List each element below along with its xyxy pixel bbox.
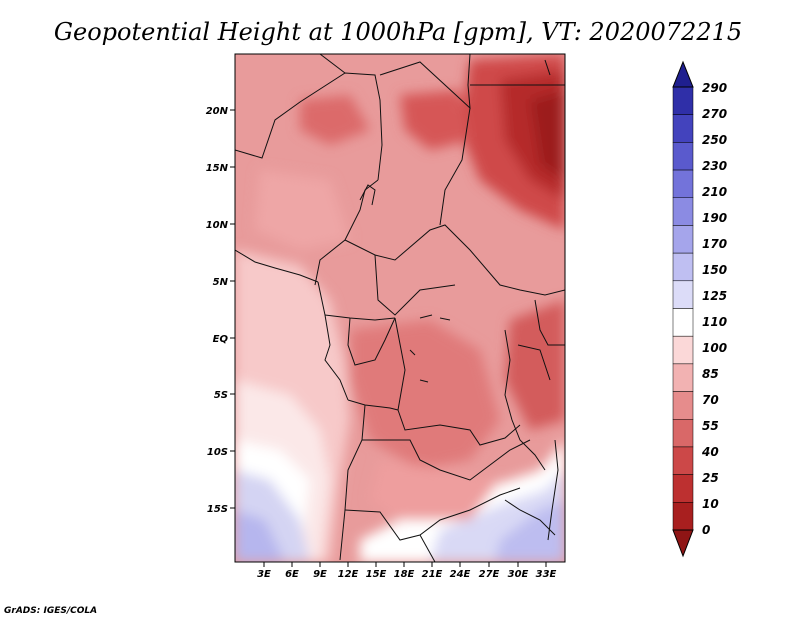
lon-label: 21E (422, 569, 443, 580)
colorbar-label: 190 (702, 211, 727, 225)
colorbar-segments (672, 86, 694, 531)
colorbar-swatch (672, 169, 694, 198)
lat-label: 10N (206, 220, 229, 231)
colorbar-label: 70 (702, 393, 719, 407)
colorbar-swatch (672, 280, 694, 309)
lat-label: 15S (207, 504, 228, 515)
colorbar: 290 270 250 230 210 190 170 150 125 110 … (672, 60, 727, 558)
colorbar-label: 0 (702, 523, 710, 537)
colorbar-label: 100 (702, 341, 727, 355)
colorbar-label: 125 (702, 289, 727, 303)
credit-text: GrADS: IGES/COLA (4, 606, 97, 616)
colorbar-swatch (672, 114, 694, 143)
lon-label: 15E (366, 569, 387, 580)
colorbar-labels: 290 270 250 230 210 190 170 150 125 110 … (701, 81, 727, 537)
lon-label: 27E (479, 569, 500, 580)
colorbar-label: 170 (702, 237, 727, 251)
lon-label: 33E (536, 569, 557, 580)
colorbar-label: 290 (702, 81, 727, 95)
colorbar-bottom-arrow (672, 529, 694, 558)
lon-label: 3E (257, 569, 271, 580)
longitude-labels: 3E 6E 9E 12E 15E 18E 21E 24E 27E 30E 33E (257, 569, 556, 580)
lon-label: 9E (313, 569, 327, 580)
lat-label: 5N (213, 277, 229, 288)
lon-label: 12E (338, 569, 359, 580)
colorbar-label: 55 (702, 419, 719, 433)
colorbar-swatch (672, 446, 694, 475)
figure-title: Geopotential Height at 1000hPa [gpm], VT… (54, 18, 742, 46)
colorbar-swatch (672, 391, 694, 420)
country-borders (235, 54, 565, 562)
colorbar-label: 250 (702, 133, 727, 147)
colorbar-label: 25 (702, 471, 719, 485)
colorbar-swatch (672, 86, 694, 115)
colorbar-swatch (672, 419, 694, 448)
lat-label: 20N (206, 106, 229, 117)
lat-label: 15N (206, 163, 229, 174)
lon-label: 6E (285, 569, 299, 580)
lon-label: 30E (508, 569, 529, 580)
lon-label: 24E (450, 569, 471, 580)
colorbar-swatch (672, 142, 694, 171)
colorbar-swatch (672, 363, 694, 392)
colorbar-label: 150 (702, 263, 727, 277)
colorbar-swatch (672, 197, 694, 226)
colorbar-swatch (672, 252, 694, 282)
lat-label: 10S (207, 447, 228, 458)
colorbar-label: 85 (702, 367, 719, 381)
lat-label: 5S (214, 390, 228, 401)
latitude-ticks (230, 109, 235, 509)
colorbar-label: 10 (702, 497, 719, 511)
longitude-ticks (263, 562, 547, 567)
colorbar-label: 210 (702, 185, 727, 199)
colorbar-swatch (672, 502, 694, 531)
colorbar-swatch (672, 308, 694, 337)
lon-label: 18E (394, 569, 415, 580)
colorbar-label: 270 (702, 107, 727, 121)
map-frame (234, 53, 566, 563)
colorbar-swatch (672, 474, 694, 503)
colorbar-label: 40 (701, 445, 719, 459)
map-field (235, 54, 565, 562)
colorbar-swatch (672, 225, 694, 254)
latitude-labels: 20N 15N 10N 5N EQ 5S 10S 15S (206, 106, 229, 515)
colorbar-label: 110 (702, 315, 727, 329)
lat-label: EQ (213, 334, 229, 345)
colorbar-swatch (672, 335, 694, 365)
colorbar-label: 230 (702, 159, 727, 173)
colorbar-top-arrow (672, 60, 694, 88)
